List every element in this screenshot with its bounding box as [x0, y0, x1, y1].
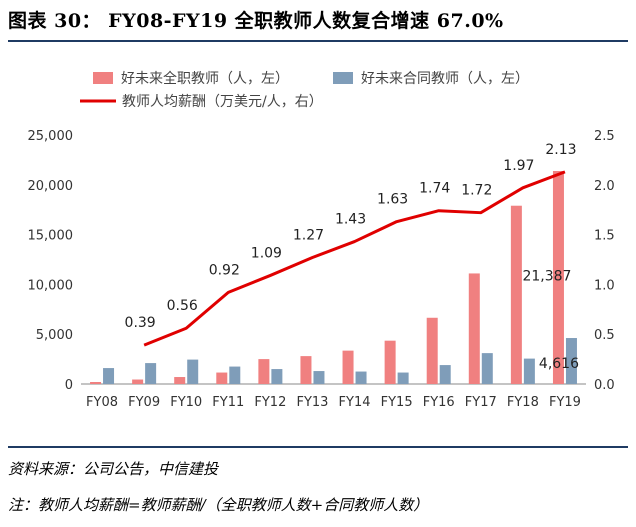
y-right-tick-label: 2.0: [594, 179, 615, 194]
salary-data-label: 1.74: [419, 181, 450, 197]
x-tick-label: FY10: [170, 395, 202, 410]
bar-data-label: 4,616: [539, 356, 579, 372]
y-right-tick-label: 1.0: [594, 278, 615, 293]
x-tick-label: FY18: [507, 395, 539, 410]
salary-data-label: 1.09: [251, 245, 282, 261]
bar-fulltime-teachers: [342, 350, 354, 384]
salary-data-label: 1.72: [461, 183, 492, 199]
x-tick-label: FY09: [128, 395, 160, 410]
salary-data-label: 1.43: [335, 212, 366, 228]
y-left-tick-label: 20,000: [28, 179, 74, 194]
bar-contract-teachers: [313, 371, 325, 384]
salary-data-label: 1.97: [503, 158, 534, 174]
x-tick-label: FY16: [423, 395, 455, 410]
page-title: 图表 30： FY08-FY19 全职教师人数复合增速 67.0%: [8, 10, 504, 32]
salary-data-label: 0.92: [209, 262, 240, 278]
x-tick-label: FY15: [381, 395, 413, 410]
axes: 0 5,000 10,000 15,000 20,000 25,000 0.0 0.5 1.0 1…: [28, 129, 615, 410]
footnote: 注：教师人均薪酬=教师薪酬/（全职教师人数+合同教师人数）: [8, 496, 429, 514]
salary-data-label: 0.39: [125, 315, 156, 331]
bar-fulltime-teachers: [510, 205, 522, 384]
legend: 好未来全职教师（人，左） 好未来合同教师（人，左） 教师人均薪酬（万美元/人，右）: [80, 70, 529, 110]
y-right-tick-label: 0.5: [594, 328, 615, 343]
y-left-tick-label: 5,000: [36, 328, 73, 343]
y-left-tick-label: 0: [65, 378, 73, 393]
y-left-tick-label: 10,000: [28, 278, 74, 293]
bar-fulltime-teachers: [90, 382, 102, 384]
legend-label: 好未来合同教师（人，左）: [361, 71, 529, 87]
bar-fulltime-teachers: [468, 273, 480, 384]
y-left-tick-label: 15,000: [28, 229, 74, 244]
y-right-tick-label: 1.5: [594, 229, 615, 244]
bar-contract-teachers: [187, 359, 199, 384]
bar-contract-teachers: [355, 371, 367, 384]
salary-data-label: 1.63: [377, 192, 408, 208]
x-tick-label: FY14: [339, 395, 371, 410]
bar-fulltime-teachers: [132, 379, 144, 384]
footer-rule: [8, 446, 628, 448]
bar-fulltime-teachers: [216, 372, 228, 384]
salary-line: [143, 170, 566, 347]
bar-contract-teachers: [229, 366, 241, 384]
bar-fulltime-teachers: [426, 317, 438, 384]
bar-contract-teachers: [481, 353, 493, 384]
bar-fulltime-teachers: [258, 359, 270, 384]
bar-data-label: 21,387: [522, 268, 571, 284]
y-right-tick-label: 2.5: [594, 129, 615, 144]
x-tick-label: FY08: [86, 395, 118, 410]
x-tick-label: FY17: [465, 395, 497, 410]
y-right-tick-label: 0.0: [594, 378, 615, 393]
salary-data-label: 2.13: [545, 142, 576, 158]
line-series: [143, 170, 566, 347]
x-tick-label: FY12: [254, 395, 286, 410]
legend-swatch: [93, 72, 113, 84]
bar-contract-teachers: [271, 369, 283, 384]
bar-contract-teachers: [103, 368, 115, 384]
x-tick-label: FY19: [549, 395, 581, 410]
legend-label: 好未来全职教师（人，左）: [121, 70, 289, 87]
bar-contract-teachers: [523, 358, 535, 384]
bar-contract-teachers: [397, 372, 409, 384]
x-tick-label: FY13: [296, 395, 328, 410]
title-rule: [8, 40, 628, 42]
bar-contract-teachers: [565, 338, 577, 384]
source-note: 资料来源：公司公告，中信建投: [8, 460, 219, 478]
bar-contract-teachers: [145, 363, 157, 384]
bar-fulltime-teachers: [552, 170, 564, 384]
x-tick-label: FY11: [212, 395, 244, 410]
legend-swatch: [333, 72, 353, 84]
chart: 好未来全职教师（人，左） 好未来合同教师（人，左）教师人均薪酬（万美元/人，右） …: [28, 70, 615, 410]
data-labels: 0.39 0.56 0.92 1.09 1.27 1.43 1.63 1.74 1.72 1.97…: [125, 142, 580, 372]
bar-fulltime-teachers: [300, 356, 312, 384]
salary-data-label: 0.56: [167, 298, 198, 314]
bar-fulltime-teachers: [384, 340, 396, 384]
y-left-tick-label: 25,000: [28, 129, 74, 144]
bars: [90, 170, 577, 384]
bar-fulltime-teachers: [174, 377, 186, 384]
legend-label: 教师人均薪酬（万美元/人，右）: [122, 94, 323, 110]
bar-contract-teachers: [439, 365, 451, 384]
salary-data-label: 1.27: [293, 228, 324, 244]
